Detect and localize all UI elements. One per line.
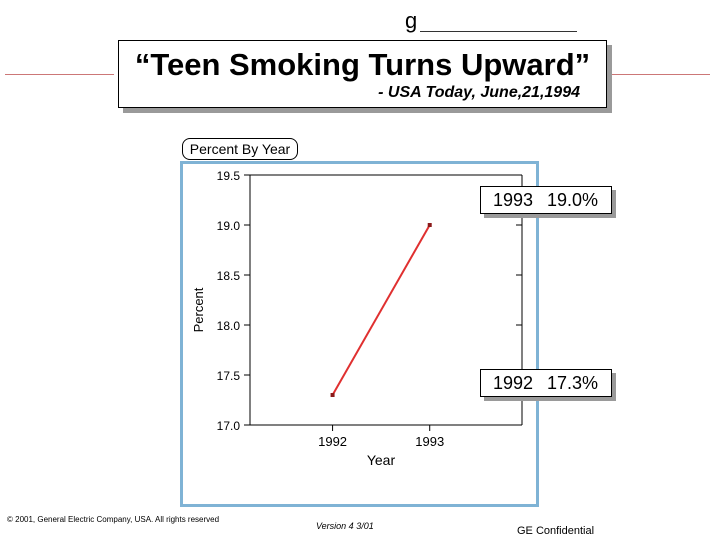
title-box: “Teen Smoking Turns Upward” - USA Today,… bbox=[118, 40, 607, 108]
data-point bbox=[330, 393, 335, 397]
chart-label: Percent By Year bbox=[182, 138, 298, 160]
right-rule bbox=[612, 74, 710, 75]
data-point bbox=[427, 223, 432, 227]
callout-1993: 1993 19.0% bbox=[480, 186, 612, 214]
confidential-text: GE Confidential bbox=[517, 525, 595, 537]
x-tick-label: 1993 bbox=[415, 434, 444, 449]
callout-year: 1992 bbox=[493, 373, 534, 393]
callout-1992: 1992 17.3% bbox=[480, 369, 612, 397]
y-axis-title: Percent bbox=[191, 287, 206, 332]
series-line bbox=[331, 224, 431, 396]
slide-source: - USA Today, June,21,1994 bbox=[378, 84, 580, 101]
callout-percent: 19.0% bbox=[547, 190, 599, 210]
corner-rule bbox=[420, 31, 577, 32]
callout-percent: 17.3% bbox=[547, 373, 599, 393]
y-tick-label: 17.5 bbox=[217, 369, 241, 383]
left-rule bbox=[5, 74, 114, 75]
callout-year: 1993 bbox=[493, 190, 534, 210]
copyright-text: © 2001, General Electric Company, USA. A… bbox=[7, 515, 220, 524]
x-tick-label: 1992 bbox=[318, 434, 347, 449]
corner-mark: g bbox=[405, 8, 418, 33]
version-text: Version 4 3/01 bbox=[316, 521, 374, 531]
y-tick-label: 19.0 bbox=[217, 219, 241, 233]
y-tick-label: 17.0 bbox=[217, 419, 241, 433]
slide-title: “Teen Smoking Turns Upward” bbox=[134, 47, 591, 82]
y-tick-label: 19.5 bbox=[217, 169, 241, 183]
y-tick-label: 18.5 bbox=[217, 269, 241, 283]
y-tick-label: 18.0 bbox=[217, 319, 241, 333]
x-axis-title: Year bbox=[367, 452, 396, 468]
chart-frame bbox=[180, 161, 539, 507]
